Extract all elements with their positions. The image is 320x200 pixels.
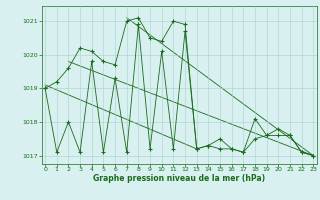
X-axis label: Graphe pression niveau de la mer (hPa): Graphe pression niveau de la mer (hPa) — [93, 174, 265, 183]
